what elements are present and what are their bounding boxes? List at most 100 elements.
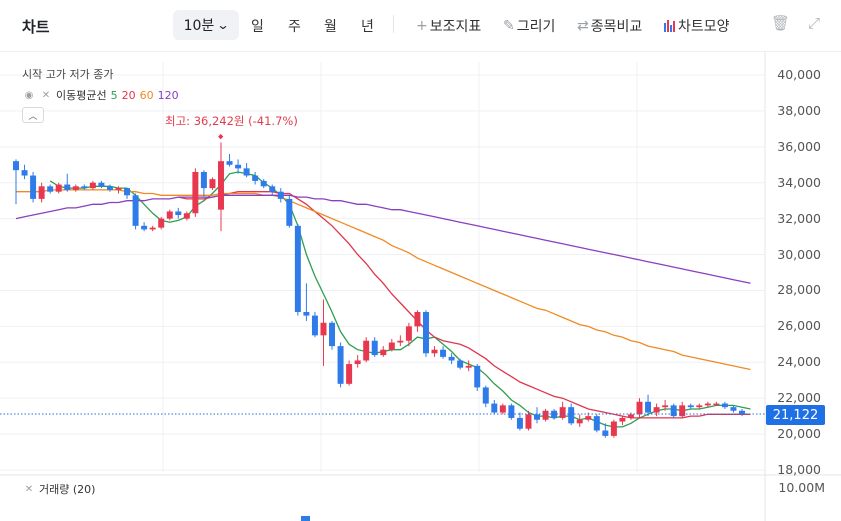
candlestick-chart[interactable]: ◆ <box>0 52 841 521</box>
candle-body <box>141 225 148 230</box>
candle-80 <box>696 403 703 409</box>
candle-body <box>508 405 515 418</box>
candle-body <box>670 405 677 417</box>
high-marker: ◆ <box>218 132 224 140</box>
expand-icon[interactable]: ⤢ <box>808 14 821 32</box>
trash-icon[interactable]: 🗑 <box>771 14 791 32</box>
candle-body <box>696 405 703 408</box>
tab-year[interactable]: 년 <box>361 19 374 35</box>
candle-body <box>593 416 600 431</box>
candle-body <box>422 312 429 354</box>
candle-30 <box>269 184 276 196</box>
price-axis-tick: 22,000 <box>777 390 821 406</box>
candle-body <box>619 417 626 422</box>
candle-59 <box>516 412 523 431</box>
candle-0 <box>13 159 19 205</box>
price-axis-tick: 36,000 <box>777 138 821 154</box>
candle-3 <box>38 182 45 203</box>
candle-44 <box>388 338 395 352</box>
candle-43 <box>380 346 387 357</box>
candle-53 <box>465 360 472 372</box>
candle-71 <box>619 416 626 426</box>
candle-body <box>687 405 694 408</box>
candle-85 <box>739 408 745 417</box>
close-icon[interactable]: ✕ <box>24 483 34 495</box>
candle-body <box>610 421 617 436</box>
candle-52 <box>457 358 464 370</box>
period-label: 10분 <box>183 18 215 34</box>
chart-style-button[interactable]: 차트모양 <box>664 16 730 36</box>
high-price-annotation: 최고: 36,242원 (-41.7%) <box>165 114 298 128</box>
candle-body <box>235 164 242 169</box>
candle-55 <box>482 385 489 408</box>
indicators-button[interactable]: + 보조지표 <box>416 16 481 36</box>
candle-body <box>98 182 105 187</box>
candle-body <box>166 211 173 219</box>
ma-period-120: 120 <box>157 88 179 102</box>
candle-21 <box>192 168 199 217</box>
candle-79 <box>687 403 694 409</box>
price-axis-tick: 26,000 <box>777 318 821 334</box>
candle-body <box>380 349 387 356</box>
candle-73 <box>636 398 643 418</box>
candle-body <box>405 326 412 341</box>
candle-17 <box>158 216 165 230</box>
ohlc-legend: 시작 고가 저가 종가 <box>22 68 114 81</box>
candle-body <box>397 340 404 343</box>
candle-body <box>226 161 233 165</box>
candle-body <box>183 213 190 219</box>
candle-body <box>252 175 259 181</box>
candle-body <box>175 211 182 216</box>
tab-week[interactable]: 주 <box>288 19 301 35</box>
toolbar-divider <box>393 15 394 33</box>
candle-57 <box>499 403 506 415</box>
candle-13 <box>124 188 131 199</box>
swap-icon: ⇄ <box>577 18 589 34</box>
candle-18 <box>166 209 173 221</box>
candle-54 <box>474 364 481 391</box>
candle-40 <box>354 355 361 368</box>
candle-6 <box>64 173 71 192</box>
candle-25 <box>226 154 233 167</box>
candle-body <box>149 227 156 230</box>
candle-body <box>516 417 523 429</box>
tab-day[interactable]: 일 <box>251 19 264 35</box>
candle-42 <box>371 337 378 357</box>
candle-body <box>730 407 737 411</box>
candle-body <box>200 171 207 189</box>
ma-period-5: 5 <box>110 88 118 102</box>
candle-bars-icon <box>664 20 675 32</box>
candle-body <box>64 184 71 190</box>
tab-month[interactable]: 월 <box>324 19 337 35</box>
pencil-icon: ✎ <box>503 18 515 34</box>
candles <box>13 142 745 438</box>
candle-body <box>474 365 481 388</box>
candle-69 <box>602 423 609 438</box>
price-axis-tick: 30,000 <box>777 246 821 262</box>
period-select-button[interactable]: 10분 ⌄ <box>173 10 239 40</box>
price-axis-tick: 40,000 <box>777 67 821 82</box>
compare-button[interactable]: ⇄ 종목비교 <box>577 16 642 36</box>
draw-button[interactable]: ✎ 그리기 <box>503 16 555 36</box>
candle-47 <box>414 310 421 332</box>
candle-body <box>721 403 728 408</box>
legend-collapse-button[interactable]: ︿ <box>22 107 44 123</box>
candle-2 <box>30 171 37 203</box>
candle-56 <box>491 399 498 415</box>
candle-body <box>320 322 327 336</box>
candle-body <box>329 322 336 347</box>
eye-off-icon[interactable]: ◉ <box>24 89 34 101</box>
price-axis-tick: 38,000 <box>777 102 821 118</box>
candle-84 <box>730 405 737 413</box>
candle-9 <box>89 180 96 190</box>
candle-20 <box>183 211 190 221</box>
close-icon[interactable]: ✕ <box>41 89 51 101</box>
candle-48 <box>422 310 429 357</box>
candle-body <box>457 360 464 368</box>
candle-10 <box>98 180 105 189</box>
candle-body <box>491 403 498 413</box>
candle-body <box>431 349 438 354</box>
candle-26 <box>235 159 242 174</box>
candle-body <box>440 349 447 357</box>
draw-label: 그리기 <box>516 19 556 35</box>
